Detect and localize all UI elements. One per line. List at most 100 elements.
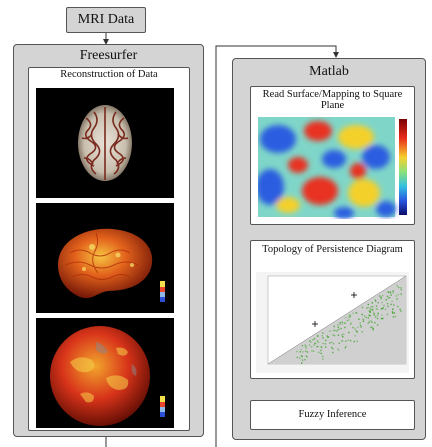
persistence-point (392, 312, 394, 314)
persistence-point (366, 307, 368, 309)
inflated-sphere-image (36, 318, 174, 428)
persistence-point (332, 351, 334, 354)
persistence-point (341, 340, 343, 342)
persistence-point (322, 355, 324, 358)
persistence-point (369, 307, 371, 309)
persistence-point (310, 341, 312, 343)
persistence-point (363, 315, 366, 317)
persistence-point (299, 351, 301, 353)
persistence-point (304, 350, 307, 352)
fuzzy-inference-node: Fuzzy Inference (250, 400, 415, 430)
persistence-point (376, 314, 379, 317)
persistence-point (337, 326, 339, 328)
persistence-point (389, 291, 392, 293)
persistence-point (373, 314, 375, 316)
persistence-point (389, 292, 392, 294)
persistence-point (393, 312, 396, 314)
topology-label: Topology of Persistence Diagram (262, 244, 403, 255)
persistence-point (356, 312, 358, 314)
persistence-point (301, 362, 303, 364)
persistence-point (370, 326, 372, 329)
persistence-point (300, 348, 302, 351)
persistence-point (336, 330, 338, 332)
persistence-point (379, 295, 381, 297)
persistence-point (374, 299, 377, 301)
persistence-point (400, 288, 402, 291)
persistence-point (337, 334, 340, 336)
persistence-point (318, 351, 320, 354)
persistence-point (377, 302, 379, 304)
persistence-point (312, 350, 315, 352)
persistence-point (382, 294, 384, 297)
persistence-point (349, 314, 351, 316)
persistence-point (337, 324, 339, 326)
persistence-point (370, 309, 372, 311)
persistence-point (383, 304, 385, 307)
persistence-point (385, 299, 387, 301)
square-plane-heatmap (258, 117, 410, 219)
persistence-point (376, 317, 379, 320)
persistence-point (336, 329, 339, 331)
persistence-point (333, 329, 335, 332)
persistence-point (322, 332, 324, 334)
persistence-point (348, 319, 350, 321)
persistence-point (390, 303, 392, 306)
persistence-point (339, 322, 341, 324)
persistence-point (387, 297, 390, 299)
persistence-point (369, 310, 371, 313)
persistence-point (305, 347, 307, 349)
persistence-point (320, 346, 322, 348)
persistence-point (301, 359, 304, 361)
persistence-point (356, 331, 358, 333)
persistence-point (395, 295, 397, 297)
connector-to-matlab (215, 45, 339, 447)
persistence-point (382, 307, 384, 309)
persistence-point (325, 346, 327, 348)
persistence-point (313, 344, 315, 346)
persistence-point (391, 311, 394, 313)
persistence-point (314, 342, 317, 345)
persistence-point (359, 324, 362, 327)
persistence-point (382, 317, 384, 320)
persistence-point (305, 355, 307, 357)
persistence-point (337, 348, 339, 350)
persistence-point (344, 317, 347, 319)
persistence-point (350, 323, 352, 326)
persistence-point (321, 335, 323, 337)
persistence-point (384, 308, 387, 310)
persistence-point (390, 294, 392, 296)
persistence-point (393, 304, 395, 306)
persistence-point (302, 351, 304, 353)
persistence-point (316, 346, 318, 348)
persistence-point (338, 342, 340, 344)
persistence-point (341, 321, 343, 323)
persistence-point (389, 297, 391, 299)
persistence-point (329, 342, 331, 344)
persistence-point (375, 308, 377, 310)
persistence-point (296, 356, 298, 359)
persistence-point (347, 316, 350, 318)
persistence-point (346, 320, 348, 322)
persistence-point (386, 295, 389, 297)
persistence-point (354, 328, 356, 330)
persistence-point (381, 308, 384, 310)
persistence-point (369, 315, 372, 317)
persistence-point (387, 291, 389, 293)
persistence-point (334, 329, 337, 332)
persistence-point (357, 326, 359, 329)
persistence-point (317, 345, 319, 348)
persistence-point (329, 330, 331, 332)
persistence-point (324, 343, 327, 345)
persistence-point (373, 312, 375, 314)
persistence-point (372, 328, 374, 330)
persistence-point (316, 340, 319, 342)
persistence-point (371, 326, 374, 328)
persistence-point (372, 329, 374, 331)
persistence-point (304, 359, 306, 361)
persistence-point (367, 317, 369, 319)
mri-data-node: MRI Data (66, 7, 146, 33)
persistence-point (372, 306, 374, 308)
persistence-point (376, 324, 379, 326)
persistence-point (369, 320, 372, 322)
persistence-point (356, 340, 358, 342)
